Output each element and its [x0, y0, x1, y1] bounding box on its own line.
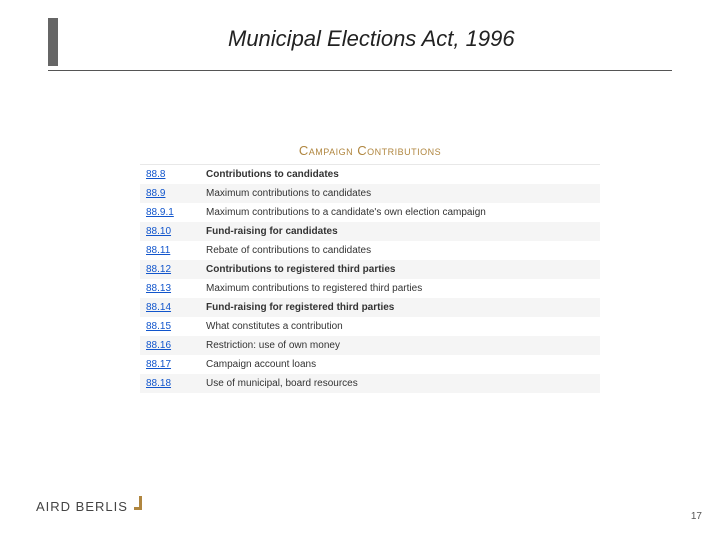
- section-description: Contributions to candidates: [206, 169, 594, 180]
- section-number-link[interactable]: 88.12: [146, 264, 206, 275]
- section-number-link[interactable]: 88.8: [146, 169, 206, 180]
- table-row: 88.9.1Maximum contributions to a candida…: [140, 203, 600, 222]
- section-description: Rebate of contributions to candidates: [206, 245, 594, 256]
- section-description: Campaign account loans: [206, 359, 594, 370]
- brand-mark-icon: [134, 496, 142, 510]
- section-number-link[interactable]: 88.15: [146, 321, 206, 332]
- section-description: Fund-raising for registered third partie…: [206, 302, 594, 313]
- section-number-link[interactable]: 88.17: [146, 359, 206, 370]
- section-description: Use of municipal, board resources: [206, 378, 594, 389]
- table-body: 88.8Contributions to candidates88.9Maxim…: [140, 165, 600, 393]
- section-description: What constitutes a contribution: [206, 321, 594, 332]
- table-row: 88.18Use of municipal, board resources: [140, 374, 600, 393]
- page-title: Municipal Elections Act, 1996: [228, 18, 672, 60]
- section-number-link[interactable]: 88.13: [146, 283, 206, 294]
- brand-text: AIRD BERLIS: [36, 499, 128, 514]
- section-description: Maximum contributions to candidates: [206, 188, 594, 199]
- table-row: 88.15What constitutes a contribution: [140, 317, 600, 336]
- section-description: Restriction: use of own money: [206, 340, 594, 351]
- section-number-link[interactable]: 88.16: [146, 340, 206, 351]
- section-number-link[interactable]: 88.11: [146, 245, 206, 256]
- table-row: 88.10Fund-raising for candidates: [140, 222, 600, 241]
- slide: Municipal Elections Act, 1996 Campaign C…: [0, 0, 720, 540]
- section-number-link[interactable]: 88.10: [146, 226, 206, 237]
- table-row: 88.11Rebate of contributions to candidat…: [140, 241, 600, 260]
- title-accent-bar: [48, 18, 58, 66]
- section-number-link[interactable]: 88.18: [146, 378, 206, 389]
- section-description: Maximum contributions to a candidate's o…: [206, 207, 594, 218]
- table-row: 88.9Maximum contributions to candidates: [140, 184, 600, 203]
- table-row: 88.12Contributions to registered third p…: [140, 260, 600, 279]
- section-number-link[interactable]: 88.14: [146, 302, 206, 313]
- section-number-link[interactable]: 88.9.1: [146, 207, 206, 218]
- table-row: 88.17Campaign account loans: [140, 355, 600, 374]
- table-row: 88.13Maximum contributions to registered…: [140, 279, 600, 298]
- table-row: 88.14Fund-raising for registered third p…: [140, 298, 600, 317]
- statute-table: Campaign Contributions 88.8Contributions…: [140, 140, 600, 393]
- section-description: Fund-raising for candidates: [206, 226, 594, 237]
- section-description: Maximum contributions to registered thir…: [206, 283, 594, 294]
- section-heading: Campaign Contributions: [140, 140, 600, 165]
- title-underline: [48, 70, 672, 71]
- section-description: Contributions to registered third partie…: [206, 264, 594, 275]
- table-row: 88.16Restriction: use of own money: [140, 336, 600, 355]
- title-region: Municipal Elections Act, 1996: [48, 18, 672, 71]
- page-number: 17: [691, 511, 702, 522]
- section-number-link[interactable]: 88.9: [146, 188, 206, 199]
- table-row: 88.8Contributions to candidates: [140, 165, 600, 184]
- footer-logo: AIRD BERLIS: [36, 496, 142, 516]
